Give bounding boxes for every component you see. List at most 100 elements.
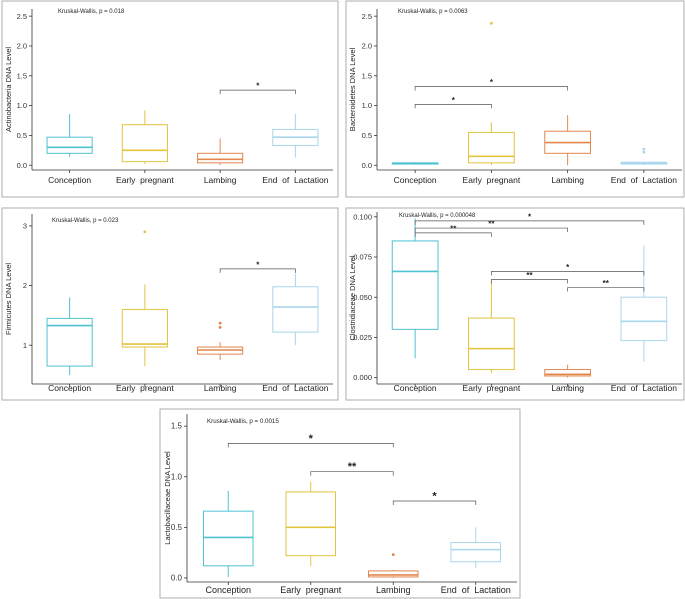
y-tick-label: 1.0 bbox=[362, 101, 372, 110]
significance-bracket: ** bbox=[567, 279, 645, 292]
significance-label: * bbox=[528, 212, 532, 221]
bracket-line bbox=[310, 471, 394, 476]
y-tick-label: 1.5 bbox=[362, 71, 372, 80]
x-tick-label: End of Lactation bbox=[441, 585, 511, 595]
x-tick-label: End of Lactation bbox=[262, 175, 328, 185]
box-iqr bbox=[121, 124, 168, 163]
significance-bracket: * bbox=[219, 82, 296, 95]
chart-panel-4: 0.000 0.025 0.050 0.075 0.100 Conception Early… bbox=[345, 207, 685, 401]
y-tick-label: 0.5 bbox=[362, 131, 372, 140]
boxplot-4 bbox=[450, 527, 501, 568]
boxplot-2 bbox=[121, 110, 168, 165]
y-tick-label: 0.5 bbox=[17, 131, 27, 140]
significance-label: * bbox=[256, 82, 260, 91]
boxplot-1 bbox=[46, 113, 93, 157]
significance-label: * bbox=[452, 96, 456, 105]
significance-label: * bbox=[490, 78, 494, 87]
box-iqr bbox=[285, 491, 336, 557]
x-tick-label: Early pregnant bbox=[116, 383, 174, 393]
significance-label: ** bbox=[450, 224, 457, 233]
significance-bracket: ** bbox=[491, 271, 568, 284]
y-tick-label: 1.0 bbox=[17, 101, 27, 110]
boxplot-1 bbox=[391, 162, 439, 165]
box-iqr bbox=[620, 296, 668, 342]
y-tick-label: 1.0 bbox=[171, 472, 183, 481]
y-axis-title: Clostridiaceae DNA Level bbox=[348, 255, 357, 340]
significance-label: * bbox=[309, 433, 314, 445]
box-iqr bbox=[46, 136, 93, 154]
bracket-line bbox=[567, 287, 645, 292]
bracket-line bbox=[414, 232, 492, 237]
box-iqr bbox=[468, 317, 515, 371]
box-iqr bbox=[450, 542, 501, 563]
significance-bracket: * bbox=[414, 212, 645, 225]
y-tick-label: 2.0 bbox=[362, 42, 372, 51]
significance-bracket: * bbox=[414, 96, 492, 109]
y-tick-label: 1.5 bbox=[17, 71, 27, 80]
boxplot-1 bbox=[391, 218, 439, 359]
boxplot-3 bbox=[368, 553, 419, 578]
boxplot-4 bbox=[620, 147, 668, 166]
boxplot-4 bbox=[272, 113, 319, 158]
bracket-line bbox=[414, 220, 645, 225]
y-tick-label: 0.5 bbox=[171, 523, 183, 532]
box-iqr bbox=[368, 570, 419, 578]
x-tick-label: Lambing bbox=[551, 175, 584, 185]
x-tick-label: Early pregnant bbox=[280, 585, 342, 595]
y-tick-label: 0.050 bbox=[353, 293, 372, 302]
y-tick-label: 3 bbox=[23, 222, 27, 231]
chart-panel-2: 0.0 0.5 1.0 1.5 2.0 2.5 Conception Early pregna… bbox=[345, 0, 685, 198]
boxplot-2 bbox=[285, 481, 336, 566]
significance-label: * bbox=[566, 263, 570, 272]
boxplot-3 bbox=[544, 115, 591, 166]
significance-bracket: ** bbox=[414, 220, 568, 233]
boxplot-4 bbox=[620, 245, 668, 362]
y-axis-title: Lactobacillaceae DNA Level bbox=[163, 451, 172, 545]
bracket-line bbox=[219, 89, 296, 95]
boxplot-2 bbox=[468, 21, 515, 166]
bracket-line bbox=[414, 104, 492, 109]
x-tick-label: End of Lactation bbox=[611, 175, 677, 185]
y-tick-label: 0.000 bbox=[353, 373, 372, 382]
y-tick-label: 2.0 bbox=[17, 42, 27, 51]
bracket-line bbox=[227, 442, 394, 448]
boxplot-3 bbox=[197, 138, 244, 166]
significance-label: ** bbox=[603, 279, 610, 288]
kruskal-wallis-annotation: Kruskal-Wallis, p = 0.000048 bbox=[399, 213, 476, 219]
significance-bracket: * bbox=[219, 260, 296, 273]
kruskal-wallis-annotation: Kruskal-Wallis, p = 0.0063 bbox=[398, 9, 468, 15]
significance-bracket: * bbox=[414, 78, 568, 91]
significance-label: * bbox=[256, 260, 260, 269]
y-axis-title: Bacteroidetes DNA Level bbox=[348, 47, 357, 131]
outlier-point bbox=[143, 230, 147, 234]
box-iqr bbox=[121, 308, 168, 348]
y-tick-label: 2.5 bbox=[362, 12, 372, 21]
x-tick-label: Early pregnant bbox=[116, 175, 174, 185]
panel-frame bbox=[345, 0, 685, 198]
box-iqr bbox=[544, 369, 591, 377]
kruskal-wallis-annotation: Kruskal-Wallis, p = 0.0015 bbox=[207, 418, 279, 425]
boxplot-2 bbox=[468, 281, 515, 373]
chart-panel-3: 1 2 3 Conception Early pregnant Lambing End of… bbox=[1, 207, 339, 401]
y-tick-label: 0.100 bbox=[353, 212, 372, 221]
bracket-line bbox=[219, 268, 296, 273]
x-tick-label: End of Lactation bbox=[611, 383, 677, 393]
significance-label: * bbox=[432, 491, 437, 503]
box-iqr bbox=[391, 240, 439, 330]
outlier-point bbox=[642, 147, 646, 151]
y-axis-title: Actinobacteria DNA Level bbox=[4, 47, 13, 132]
significance-label: ** bbox=[488, 220, 495, 229]
outlier-point bbox=[218, 321, 222, 325]
x-tick-label: Lambing bbox=[551, 383, 584, 393]
boxplot-2 bbox=[121, 230, 168, 367]
y-tick-label: 2 bbox=[23, 281, 27, 290]
kruskal-wallis-annotation: Kruskal-Wallis, p = 0.023 bbox=[52, 218, 119, 224]
y-axis-title: Firmicutes DNA Level bbox=[4, 263, 13, 335]
significance-bracket: ** bbox=[310, 461, 394, 476]
chart-panel-1: 0.0 0.5 1.0 1.5 2.0 2.5 Conception Early pregna… bbox=[1, 0, 339, 198]
outlier-point bbox=[391, 553, 395, 557]
panel-frame bbox=[159, 408, 521, 599]
x-tick-label: Conception bbox=[48, 383, 91, 393]
significance-bracket: * bbox=[227, 433, 394, 448]
boxplot-4 bbox=[272, 273, 319, 346]
